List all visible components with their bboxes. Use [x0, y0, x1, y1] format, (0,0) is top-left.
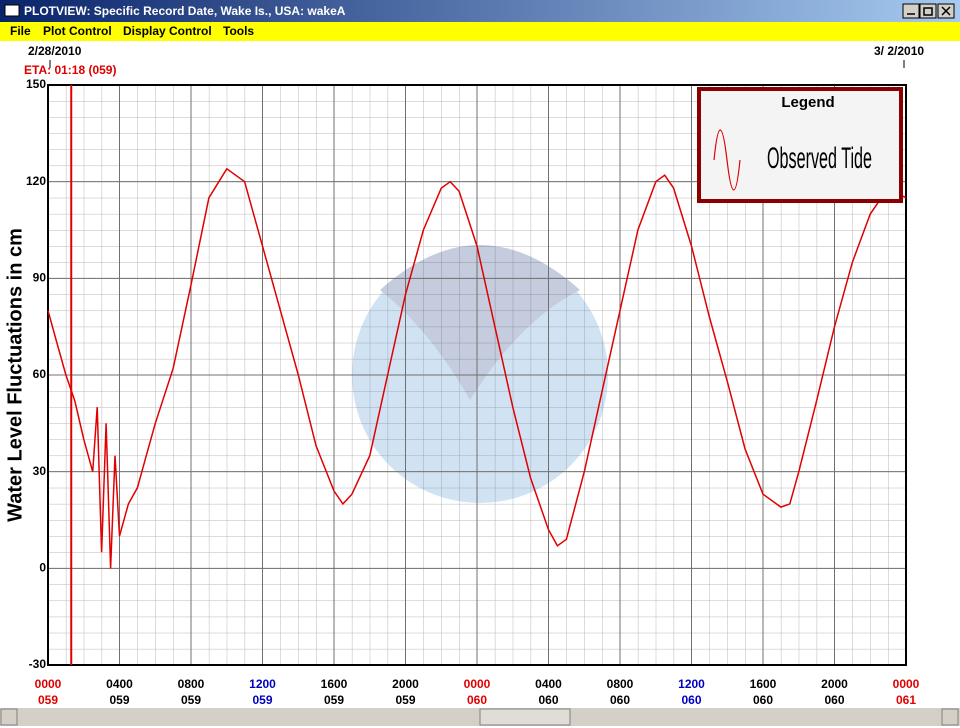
data-line — [47, 167, 907, 569]
x-tick-label: 1600 — [321, 677, 348, 691]
menu-item[interactable]: Display Control — [123, 24, 212, 38]
x-tick-label: 2000 — [392, 677, 419, 691]
menu-item[interactable]: Tools — [223, 24, 254, 38]
x-tick-label: 0800 — [607, 677, 634, 691]
menu-bar — [0, 22, 960, 41]
x-tick-label: 0400 — [535, 677, 562, 691]
y-tick-label: 150 — [26, 77, 46, 91]
legend-swatch — [713, 129, 741, 191]
y-tick-label: 60 — [33, 367, 47, 381]
window-title: PLOTVIEW: Specific Record Date, Wake Is.… — [24, 4, 346, 18]
x-tick-day: 059 — [324, 693, 344, 707]
title-bar — [0, 0, 960, 22]
x-tick-label: 0800 — [178, 677, 205, 691]
eta-label: ETA: 01:18 (059) — [24, 63, 116, 77]
plot-frame — [47, 84, 907, 666]
y-tick-label: 0 — [39, 561, 46, 575]
start-date: 2/28/2010 — [28, 44, 82, 58]
x-tick-day: 059 — [38, 693, 58, 707]
x-tick-day: 059 — [252, 693, 272, 707]
x-tick-label: 1200 — [249, 677, 276, 691]
x-tick-day: 060 — [610, 693, 630, 707]
app-icon — [4, 4, 20, 17]
y-tick-label: 30 — [33, 464, 47, 478]
end-date: 3/ 2/2010 — [874, 44, 924, 58]
watermark — [352, 245, 608, 503]
legend-title: Legend — [781, 94, 834, 111]
legend-label: Observed Tide — [767, 142, 872, 175]
menu-item[interactable]: File — [10, 24, 31, 38]
window-buttons[interactable] — [902, 3, 955, 19]
x-tick-day: 060 — [824, 693, 844, 707]
x-tick-day: 059 — [395, 693, 415, 707]
x-tick-day: 060 — [753, 693, 773, 707]
x-tick-day: 060 — [467, 693, 487, 707]
x-tick-day: 060 — [538, 693, 558, 707]
scroll-thumb[interactable] — [479, 708, 571, 726]
x-tick-label: 1200 — [678, 677, 705, 691]
x-tick-day: 060 — [681, 693, 701, 707]
minimize-button[interactable] — [902, 3, 920, 19]
maximize-button[interactable] — [919, 3, 937, 19]
y-tick-label: -30 — [29, 657, 47, 671]
x-tick-label: 0000 — [35, 677, 62, 691]
x-tick-label: 0400 — [106, 677, 133, 691]
x-tick-day: 061 — [896, 693, 916, 707]
x-tick-label: 1600 — [750, 677, 777, 691]
scroll-left[interactable] — [0, 708, 18, 726]
x-tick-day: 059 — [109, 693, 129, 707]
x-tick-label: 0000 — [464, 677, 491, 691]
y-axis-label: Water Level Fluctuations in cm — [4, 228, 26, 522]
y-tick-label: 90 — [33, 271, 47, 285]
scroll-right[interactable] — [941, 708, 959, 726]
x-tick-label: 0000 — [893, 677, 920, 691]
legend-box — [697, 87, 903, 203]
x-tick-label: 2000 — [821, 677, 848, 691]
x-tick-day: 059 — [181, 693, 201, 707]
date-markers — [49, 60, 905, 68]
menu-item[interactable]: Plot Control — [43, 24, 112, 38]
y-tick-label: 120 — [26, 174, 46, 188]
